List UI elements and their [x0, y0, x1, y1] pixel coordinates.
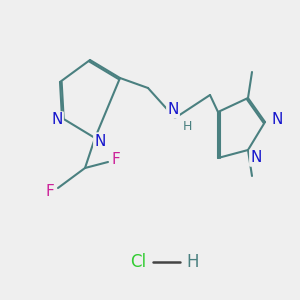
Text: Cl: Cl: [130, 253, 146, 271]
Text: N: N: [271, 112, 283, 127]
Text: H: H: [182, 119, 192, 133]
Text: N: N: [51, 112, 63, 128]
Text: H: H: [187, 253, 199, 271]
Text: F: F: [112, 152, 120, 167]
Text: F: F: [46, 184, 54, 199]
Text: N: N: [94, 134, 106, 148]
Text: N: N: [250, 151, 262, 166]
Text: N: N: [167, 103, 179, 118]
